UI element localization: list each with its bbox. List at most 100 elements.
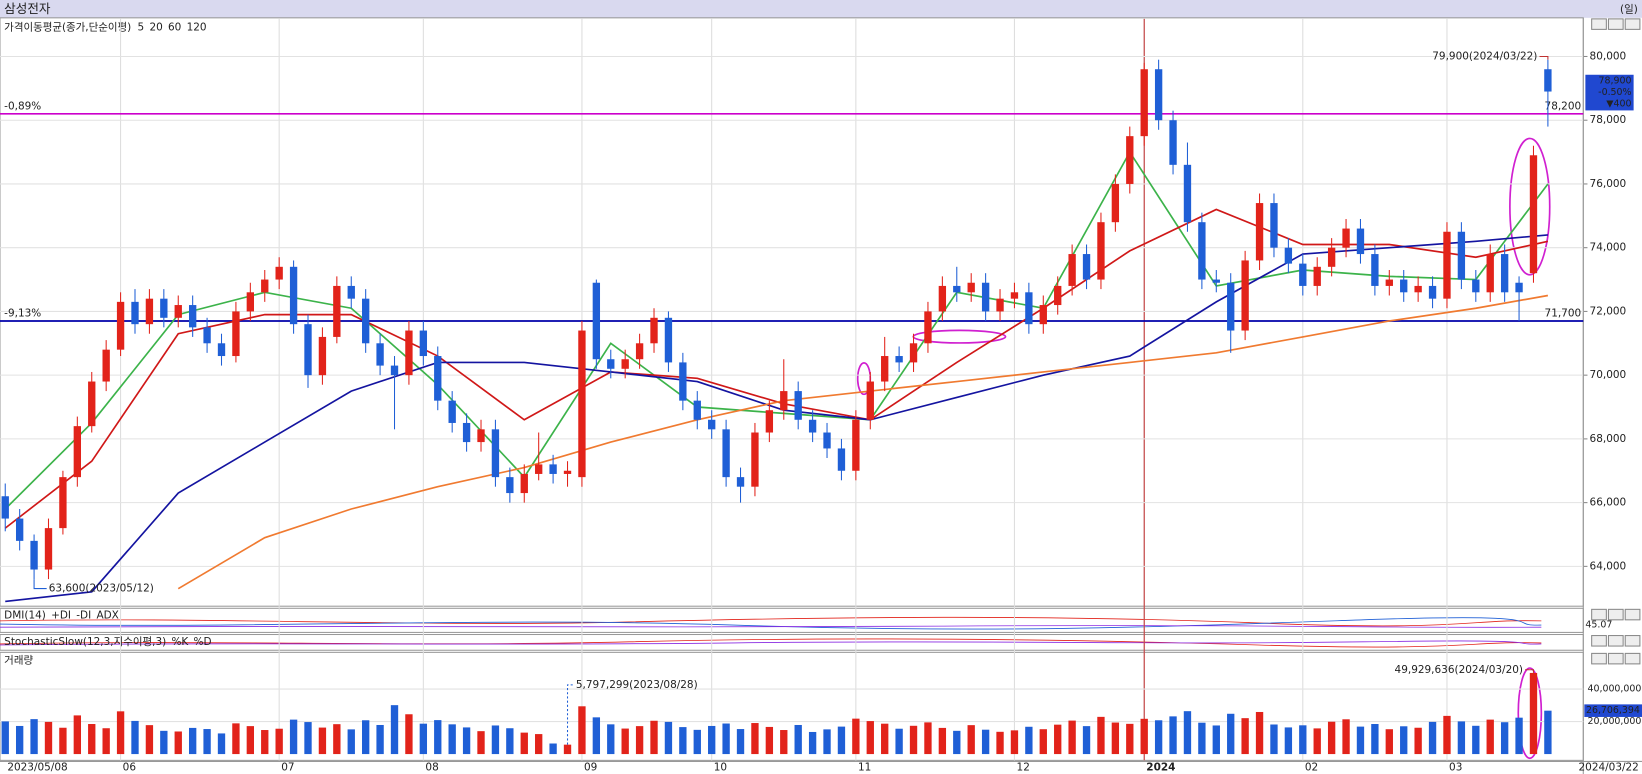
candle-body bbox=[506, 477, 514, 494]
candle-body bbox=[1515, 282, 1523, 293]
candle-body bbox=[1140, 69, 1148, 137]
button[interactable] bbox=[1607, 635, 1624, 647]
volume-bar bbox=[1457, 721, 1466, 755]
chart-title: 삼성전자 bbox=[4, 1, 51, 16]
candle-body bbox=[1414, 285, 1422, 293]
volume-title: 거래량 bbox=[4, 655, 33, 667]
volume-bar bbox=[808, 731, 817, 755]
volume-bar bbox=[967, 725, 975, 755]
candle-body bbox=[823, 432, 831, 449]
volume-bar bbox=[736, 729, 745, 755]
candle-body bbox=[44, 528, 53, 570]
volume-bar bbox=[1284, 727, 1293, 755]
candle-body bbox=[59, 477, 67, 529]
reference-pct: -0,89% bbox=[4, 101, 41, 113]
candle-body bbox=[1529, 155, 1538, 274]
y-tick-label: 74,000 bbox=[1590, 242, 1627, 254]
volume-bar bbox=[1342, 719, 1350, 755]
volume-bar bbox=[1327, 721, 1336, 755]
volume-bar bbox=[44, 721, 53, 755]
button[interactable] bbox=[1607, 18, 1624, 30]
candle-body bbox=[30, 540, 38, 570]
candle-body bbox=[217, 343, 226, 357]
x-tick-label: 08 bbox=[425, 762, 438, 774]
candle-body bbox=[1054, 285, 1062, 306]
candle-body bbox=[953, 285, 961, 293]
volume-bar bbox=[1212, 725, 1220, 755]
button[interactable] bbox=[1591, 652, 1607, 665]
volume-bar bbox=[563, 744, 572, 755]
button[interactable] bbox=[1591, 18, 1607, 30]
current-price-box bbox=[1585, 74, 1634, 111]
legend-entry: ADX bbox=[96, 610, 118, 622]
button[interactable] bbox=[1591, 635, 1607, 647]
volume-bar bbox=[635, 726, 644, 755]
volume-bar bbox=[102, 728, 110, 755]
volume-bar bbox=[837, 726, 846, 755]
candle-body bbox=[852, 419, 860, 471]
volume-bar bbox=[1544, 710, 1552, 755]
reference-label: 71,700 bbox=[1545, 308, 1582, 320]
candle-body bbox=[895, 356, 903, 363]
volume-bar bbox=[1, 721, 9, 755]
volume-bar bbox=[232, 723, 240, 755]
volume-bar bbox=[1400, 726, 1408, 755]
candle-body bbox=[1068, 254, 1076, 286]
candle-body bbox=[390, 365, 399, 376]
button[interactable] bbox=[1624, 18, 1641, 30]
volume-bar bbox=[289, 719, 298, 755]
button[interactable] bbox=[1591, 608, 1607, 621]
volume-bar bbox=[347, 729, 355, 755]
volume-bar bbox=[1082, 726, 1091, 755]
volume-bar bbox=[1154, 720, 1163, 755]
y-tick-label: 76,000 bbox=[1590, 178, 1627, 190]
button[interactable] bbox=[1624, 635, 1641, 647]
volume-bar bbox=[1299, 725, 1307, 755]
volume-bar bbox=[1428, 721, 1437, 755]
volume-bar bbox=[607, 724, 615, 755]
candle-body bbox=[1183, 164, 1192, 223]
candle-body bbox=[1486, 254, 1494, 293]
legend-row: 가격이동평균(종가,단순이평) DMI(14) StochasticSlow(1… bbox=[4, 20, 1612, 666]
volume-bar bbox=[30, 719, 38, 755]
volume-bar bbox=[823, 729, 831, 755]
candle-body bbox=[116, 301, 125, 350]
stochastic-title: StochasticSlow(12,3,지수이평,3) bbox=[4, 636, 166, 648]
volume-bar bbox=[895, 728, 903, 755]
candle-body bbox=[188, 305, 197, 328]
candle-body bbox=[462, 422, 471, 443]
button[interactable] bbox=[1624, 652, 1641, 665]
button[interactable] bbox=[1607, 652, 1624, 665]
candle-body bbox=[924, 311, 932, 344]
candle-body bbox=[1385, 279, 1393, 286]
y-tick-label: 68,000 bbox=[1590, 433, 1627, 445]
annotation-leader bbox=[1539, 55, 1549, 60]
volume-bar bbox=[59, 727, 67, 755]
volume-last: 26,706,394 bbox=[1586, 705, 1640, 716]
volume-bar bbox=[1500, 722, 1509, 755]
volume-bar bbox=[116, 711, 125, 755]
candle-body bbox=[15, 518, 24, 541]
volume-bar bbox=[160, 730, 168, 755]
x-tick-label: 11 bbox=[858, 762, 871, 774]
volume-bar bbox=[621, 728, 629, 755]
candle-body bbox=[1082, 254, 1091, 280]
candle-body bbox=[362, 298, 370, 344]
y-tick-label: 64,000 bbox=[1590, 560, 1627, 572]
volume-bar bbox=[1472, 725, 1480, 755]
volume-bar bbox=[1255, 711, 1264, 755]
volume-bar bbox=[174, 731, 182, 755]
candle-body bbox=[88, 381, 96, 427]
annotation: 49,929,636(2024/03/20) bbox=[1395, 664, 1523, 676]
x-tick-label: 12 bbox=[1017, 762, 1030, 774]
annotation: 79,900(2024/03/22) bbox=[1432, 51, 1537, 63]
volume-bar bbox=[650, 720, 658, 755]
volume-bar bbox=[1111, 722, 1120, 755]
y-tick-label: 70,000 bbox=[1590, 369, 1627, 381]
candle-body bbox=[1371, 254, 1379, 286]
button[interactable] bbox=[1607, 608, 1624, 621]
legend-entry: 20 bbox=[149, 21, 162, 33]
current-price: 78,900 bbox=[1599, 76, 1632, 87]
legend-entry: +DI bbox=[51, 610, 71, 622]
button[interactable] bbox=[1624, 608, 1641, 621]
